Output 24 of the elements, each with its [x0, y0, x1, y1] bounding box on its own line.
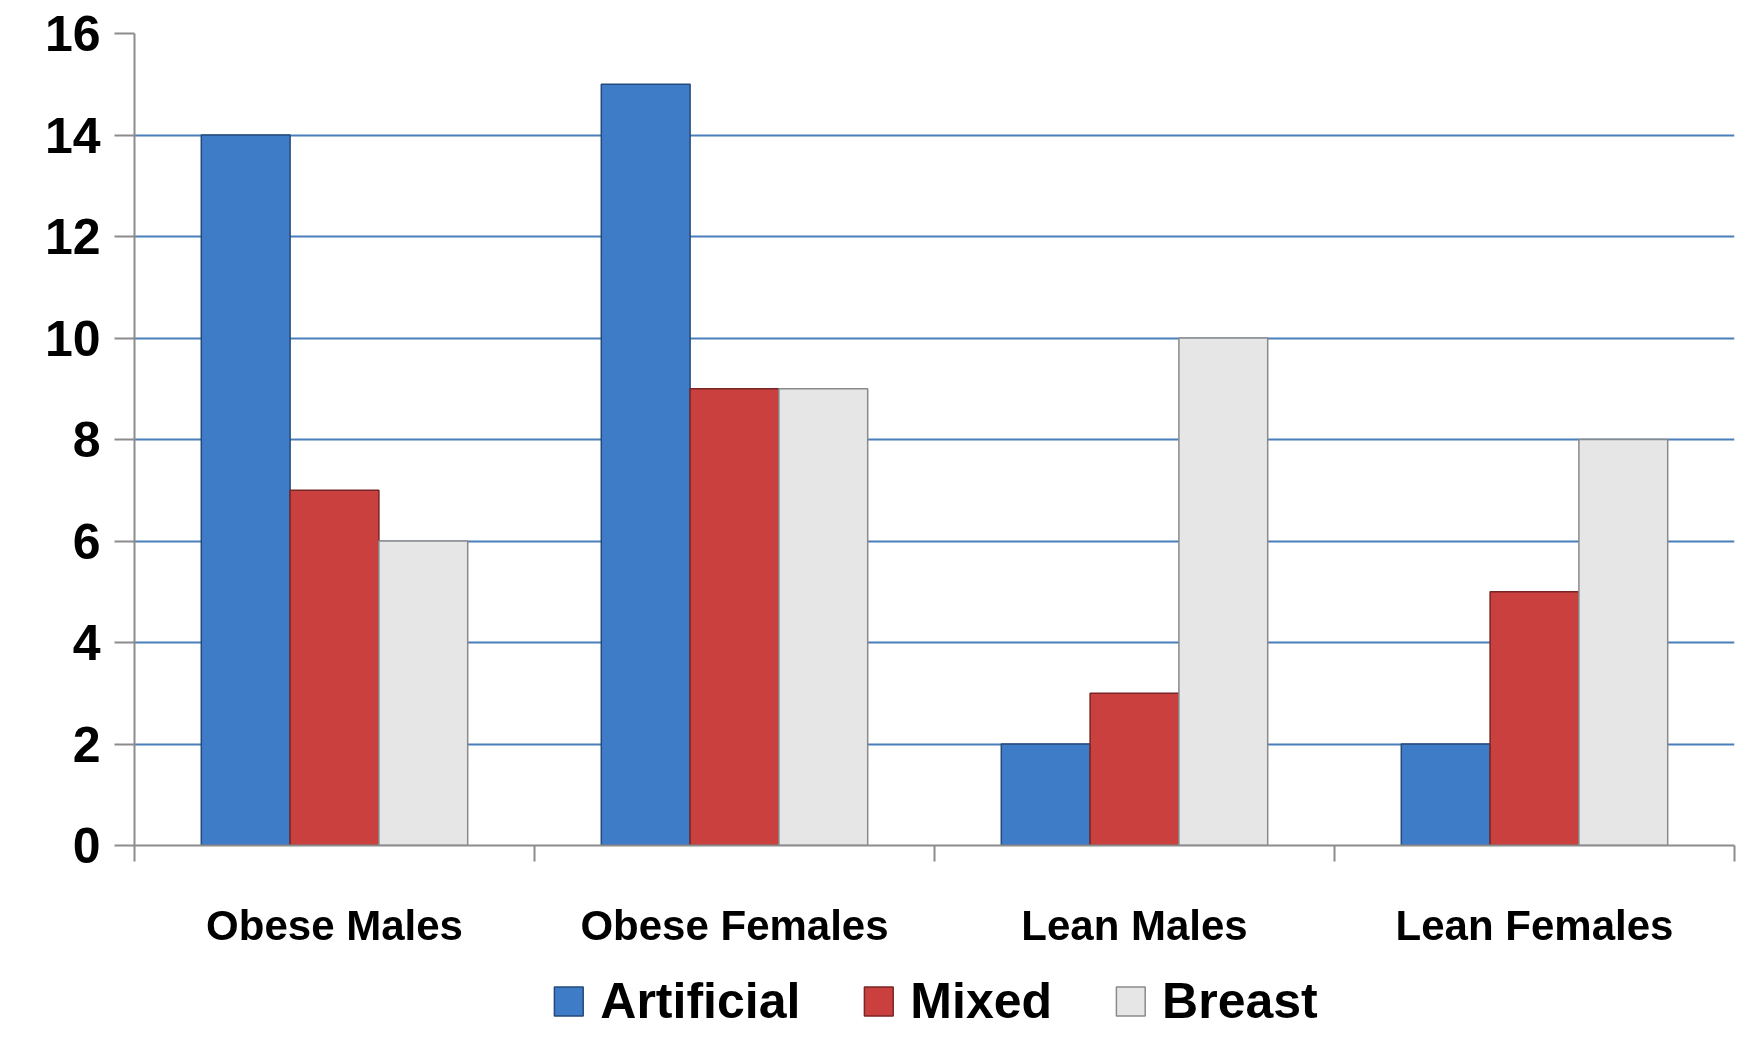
x-tick-label: Lean Males [1021, 901, 1248, 949]
y-tick-label: 16 [44, 6, 101, 62]
bar [1400, 743, 1491, 846]
bar [689, 388, 780, 846]
bar [600, 83, 691, 846]
y-tick-label: 0 [72, 818, 101, 874]
y-tick-label: 14 [44, 107, 101, 164]
bar [1089, 692, 1180, 846]
y-tick-label: 12 [44, 209, 101, 265]
x-tick-label: Obese Females [580, 901, 889, 949]
y-tick-label: 8 [72, 412, 101, 468]
legend-label: Breast [1162, 972, 1318, 1030]
legend-label: Mixed [910, 972, 1053, 1030]
legend-label: Artificial [600, 972, 801, 1030]
y-tick-label: 4 [72, 615, 101, 671]
bar [1000, 743, 1091, 846]
bar [200, 134, 291, 846]
y-tick-label: 6 [72, 513, 101, 570]
x-tick-label: Obese Males [206, 901, 463, 949]
y-tick-label: 2 [72, 716, 101, 773]
x-tick-label: Lean Females [1395, 901, 1674, 949]
y-tick-label: 10 [44, 310, 101, 367]
bar [1489, 591, 1580, 846]
bar [289, 489, 380, 846]
